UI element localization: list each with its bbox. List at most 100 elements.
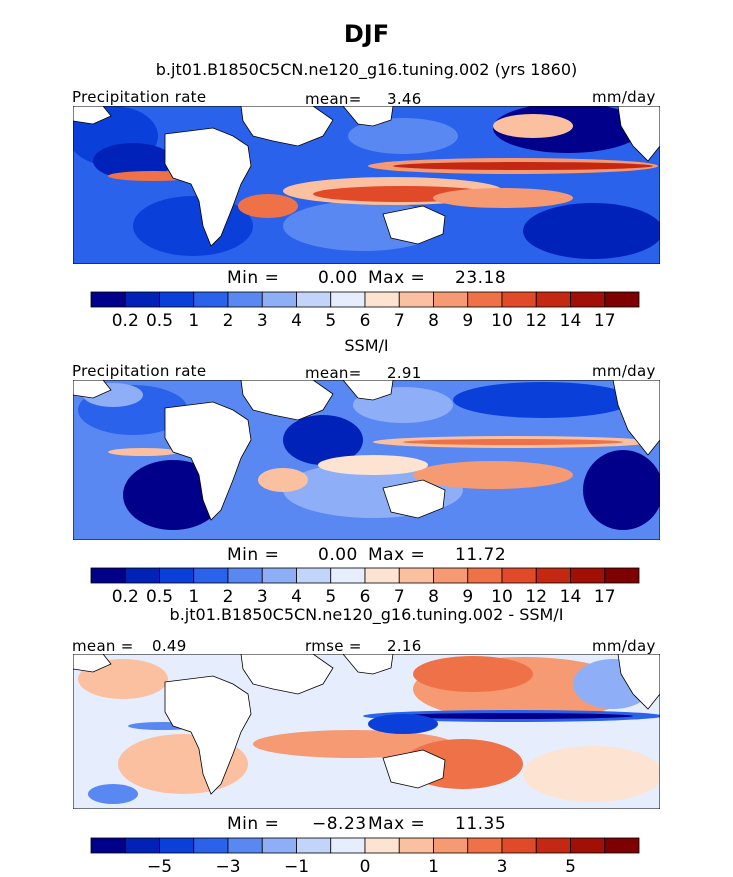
colorbar-tick-label: 3 [257, 587, 268, 607]
panel-model-map-field [238, 194, 298, 218]
colorbar-tick-label: −3 [215, 857, 240, 876]
panel-model-map-asia [240, 106, 334, 147]
colorbar-tick-label: 2 [223, 587, 234, 607]
panel-model-max-label: Max = [368, 268, 426, 288]
colorbar-swatch [467, 837, 503, 854]
colorbar-tick-label: 8 [428, 587, 439, 607]
colorbar-tick-label: −5 [147, 857, 172, 876]
panel-diff-max-value: 11.35 [455, 814, 507, 834]
panel-model-map-field [393, 162, 653, 170]
colorbar-swatch [227, 837, 263, 854]
colorbar-tick-label: 5 [565, 857, 576, 876]
colorbar-swatch [570, 567, 606, 584]
panel-model-colorbar: 0.2 0.5 1 2 3 4 5 6 7 8 9 10 12 14 17 [90, 291, 640, 331]
panel-obs-map-field [123, 460, 223, 530]
colorbar-swatch [261, 837, 297, 854]
colorbar-tick-label: 4 [291, 311, 302, 331]
panel-diff-map-americas [617, 654, 660, 710]
panel-obs-mean-label: mean= [305, 364, 362, 382]
panel-diff-map [73, 654, 660, 809]
colorbar-swatch [124, 291, 160, 308]
colorbar-tick-label: 8 [428, 311, 439, 331]
colorbar-tick-label: 7 [394, 587, 405, 607]
colorbar-tick-label: 5 [325, 587, 336, 607]
panel-obs-map-field [403, 439, 623, 445]
panel-diff-map-field [253, 730, 453, 758]
colorbar-swatch [398, 567, 434, 584]
panel-model-min-value: 0.00 [318, 268, 358, 288]
colorbar-tick-label: 6 [360, 587, 371, 607]
colorbar-swatch [604, 567, 640, 584]
panel-diff-rmse-label: rmse = [305, 637, 362, 655]
colorbar-swatch [90, 291, 126, 308]
panel-diff-map-field [523, 746, 660, 802]
panel-model-max-value: 23.18 [455, 268, 507, 288]
panel-obs-map-africa [164, 401, 252, 521]
colorbar-swatch [433, 567, 469, 584]
colorbar-tick-label: 0.5 [146, 587, 173, 607]
panel-obs-map-field [258, 468, 308, 492]
colorbar-swatch [570, 291, 606, 308]
panel-model-mean-label: mean= [305, 90, 362, 108]
colorbar-swatch [467, 567, 503, 584]
panel-obs-mean-value: 2.91 [387, 364, 422, 382]
colorbar-swatch [535, 567, 571, 584]
panel-obs-map-australia [382, 479, 446, 519]
panel-diff-subtitle: b.jt01.B1850C5CN.ne120_g16.tuning.002 - … [169, 605, 564, 624]
panel-obs-variable-label: Precipitation rate [72, 362, 207, 380]
colorbar-swatch [90, 567, 126, 584]
colorbar-tick-label: 14 [560, 587, 582, 607]
panel-diff-mean-label: mean = [72, 637, 134, 655]
colorbar-swatch [193, 291, 229, 308]
panel-model-map-field [523, 203, 660, 259]
colorbar-tick-label: 3 [257, 311, 268, 331]
colorbar-swatch [535, 291, 571, 308]
colorbar-tick-label: 3 [497, 857, 508, 876]
colorbar-swatch [604, 291, 640, 308]
colorbar-swatch [296, 837, 332, 854]
panel-model-min-label: Min = [227, 268, 280, 288]
panel-diff-min-label: Min = [227, 814, 280, 834]
colorbar-tick-label: 14 [560, 311, 582, 331]
colorbar-tick-label: 6 [360, 311, 371, 331]
panel-model-map-field [348, 118, 458, 154]
colorbar-tick-label: 12 [525, 587, 547, 607]
panel-model-mean-value: 3.46 [387, 90, 422, 108]
colorbar-tick-label: 10 [491, 311, 513, 331]
colorbar-swatch [193, 837, 229, 854]
panel-diff-map-africa [164, 675, 252, 795]
panel-diff-map-field [368, 714, 438, 734]
panel-obs-map-field [453, 382, 633, 418]
colorbar-tick-label: 4 [291, 587, 302, 607]
colorbar-tick-label: 17 [594, 587, 616, 607]
colorbar-tick-label: 0.2 [112, 311, 139, 331]
colorbar-tick-label: 5 [325, 311, 336, 331]
panel-model-map-field [433, 188, 573, 208]
panel-obs-map-asia [240, 380, 334, 421]
panel-diff-map-asia-east [342, 654, 394, 675]
panel-obs-map-asia-east [342, 380, 394, 401]
colorbar-swatch [433, 291, 469, 308]
panel-model-map-europe [73, 106, 112, 125]
colorbar-tick-label: 0.5 [146, 311, 173, 331]
panel-model-map-africa [164, 127, 252, 247]
colorbar-swatch [330, 837, 366, 854]
colorbar-swatch [261, 291, 297, 308]
panel-diff-max-label: Max = [368, 814, 426, 834]
colorbar-tick-label: 9 [462, 587, 473, 607]
colorbar-swatch [467, 291, 503, 308]
colorbar-swatch [193, 567, 229, 584]
panel-obs-map-europe [73, 380, 112, 399]
colorbar-swatch [159, 567, 195, 584]
colorbar-swatch [501, 567, 537, 584]
panel-model-variable-label: Precipitation rate [72, 88, 207, 106]
panel-obs-max-value: 11.72 [455, 545, 507, 565]
colorbar-tick-label: 17 [594, 311, 616, 331]
panel-model-map-field [93, 143, 173, 179]
panel-diff-mean-value: 0.49 [152, 637, 187, 655]
colorbar-swatch [364, 567, 400, 584]
panel-model-map-field [493, 114, 573, 138]
colorbar-swatch [501, 291, 537, 308]
colorbar-tick-label: 12 [525, 311, 547, 331]
colorbar-swatch [535, 837, 571, 854]
